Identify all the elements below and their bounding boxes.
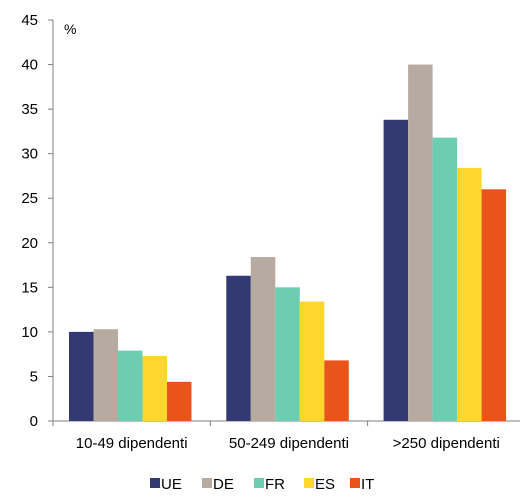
legend: UE DE FR ES IT <box>150 476 374 493</box>
y-tick-label: 25 <box>21 190 38 207</box>
bar-fr-3 <box>432 137 458 422</box>
x-category-label: >250 dipendenti <box>393 435 500 452</box>
legend-swatch-de <box>202 478 212 488</box>
legend-label-de: DE <box>213 476 234 493</box>
y-axis-unit-label: % <box>64 21 76 37</box>
bar-it-3 <box>481 189 507 421</box>
bar-fr-2 <box>275 287 300 421</box>
legend-label-fr: FR <box>265 476 285 493</box>
bar-es-2 <box>299 301 325 421</box>
y-tick-label: 30 <box>21 146 38 163</box>
y-tick-label: 5 <box>30 368 38 385</box>
y-tick-label: 35 <box>21 101 38 118</box>
bar-fr-1 <box>118 350 143 421</box>
legend-label-es: ES <box>315 476 335 493</box>
y-tick-label: 20 <box>21 235 38 252</box>
bar-it-2 <box>324 360 349 421</box>
y-tick-label: 40 <box>21 57 38 74</box>
legend-label-ue: UE <box>161 476 182 493</box>
bar-es-3 <box>457 167 482 421</box>
bar-ue-1 <box>69 331 94 421</box>
y-tick-label: 0 <box>30 413 38 430</box>
y-tick-label: 15 <box>21 279 38 296</box>
y-tick-label: 45 <box>21 12 38 29</box>
bar-de-3 <box>408 64 433 422</box>
x-category-label: 10-49 dipendenti <box>76 435 188 452</box>
legend-swatch-ue <box>150 478 160 488</box>
y-tick-label: 10 <box>21 324 38 341</box>
bar-ue-2 <box>226 275 251 421</box>
legend-label-it: IT <box>361 476 374 493</box>
bar-es-1 <box>142 355 167 421</box>
legend-swatch-fr <box>254 478 264 488</box>
labels: 0 5 10 15 20 25 30 35 40 45 % 10-49 dipendenti 50-24… <box>21 12 500 452</box>
x-category-label: 50-249 dipendenti <box>229 435 349 452</box>
bars <box>69 64 507 422</box>
bar-de-2 <box>250 257 276 421</box>
legend-swatch-es <box>304 478 314 488</box>
legend-swatch-it <box>350 478 360 488</box>
bar-de-1 <box>93 329 118 421</box>
bar-ue-3 <box>383 119 409 421</box>
bar-it-1 <box>167 381 192 421</box>
